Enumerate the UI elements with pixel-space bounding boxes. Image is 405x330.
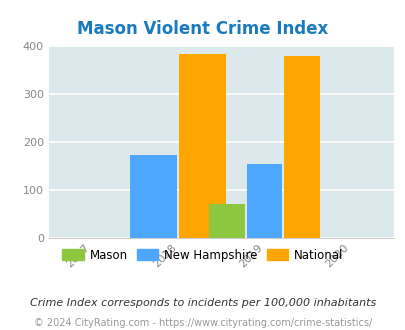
Bar — [179, 54, 226, 238]
Bar — [209, 204, 244, 238]
Text: Crime Index corresponds to incidents per 100,000 inhabitants: Crime Index corresponds to incidents per… — [30, 298, 375, 308]
Text: Mason Violent Crime Index: Mason Violent Crime Index — [77, 20, 328, 38]
Bar — [283, 56, 319, 238]
Bar — [130, 155, 177, 238]
Text: © 2024 CityRating.com - https://www.cityrating.com/crime-statistics/: © 2024 CityRating.com - https://www.city… — [34, 318, 371, 328]
Legend: Mason, New Hampshire, National: Mason, New Hampshire, National — [58, 244, 347, 266]
Bar — [246, 164, 281, 238]
